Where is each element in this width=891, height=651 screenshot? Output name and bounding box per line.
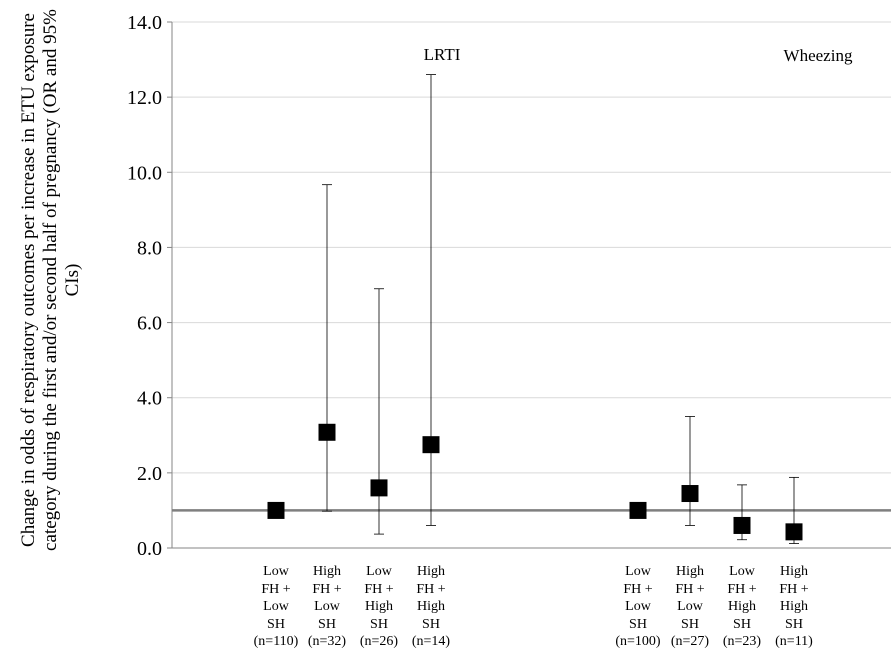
y-tick-label: 8.0 (137, 237, 162, 259)
category-label: High FH + High SH (n=14) (411, 564, 451, 649)
category-label: Low FH + High SH (n=23) (722, 564, 762, 649)
y-tick-label: 10.0 (127, 162, 162, 184)
y-tick-label: 14.0 (127, 12, 162, 34)
y-axis-title-wrap: Change in odds of respiratory outcomes p… (6, 9, 96, 551)
category-label: High FH + High SH (n=11) (775, 564, 813, 649)
category-label: Low FH + High SH (n=26) (359, 564, 399, 649)
or-point-marker (629, 501, 647, 519)
or-point-marker (681, 485, 699, 503)
category-label: High FH + Low SH (n=27) (670, 564, 710, 649)
panel-label: LRTI (424, 45, 461, 64)
panel-label: Wheezing (784, 46, 853, 65)
category-label: Low FH + Low SH (n=100) (615, 564, 661, 649)
y-tick-label: 0.0 (137, 538, 162, 560)
or-point-marker (422, 436, 440, 454)
or-point-marker (267, 501, 285, 519)
or-point-marker (733, 516, 751, 534)
or-point-marker (785, 523, 803, 541)
y-axis-title: Change in odds of respiratory outcomes p… (18, 9, 83, 551)
y-tick-label: 6.0 (137, 313, 162, 335)
y-tick-label: 4.0 (137, 388, 162, 410)
or-point-marker (370, 479, 388, 497)
y-tick-label: 2.0 (137, 463, 162, 485)
y-tick-label: 12.0 (127, 87, 162, 109)
category-label: Low FH + Low SH (n=110) (253, 564, 299, 649)
category-label: High FH + Low SH (n=32) (307, 564, 347, 649)
or-point-marker (318, 423, 336, 441)
